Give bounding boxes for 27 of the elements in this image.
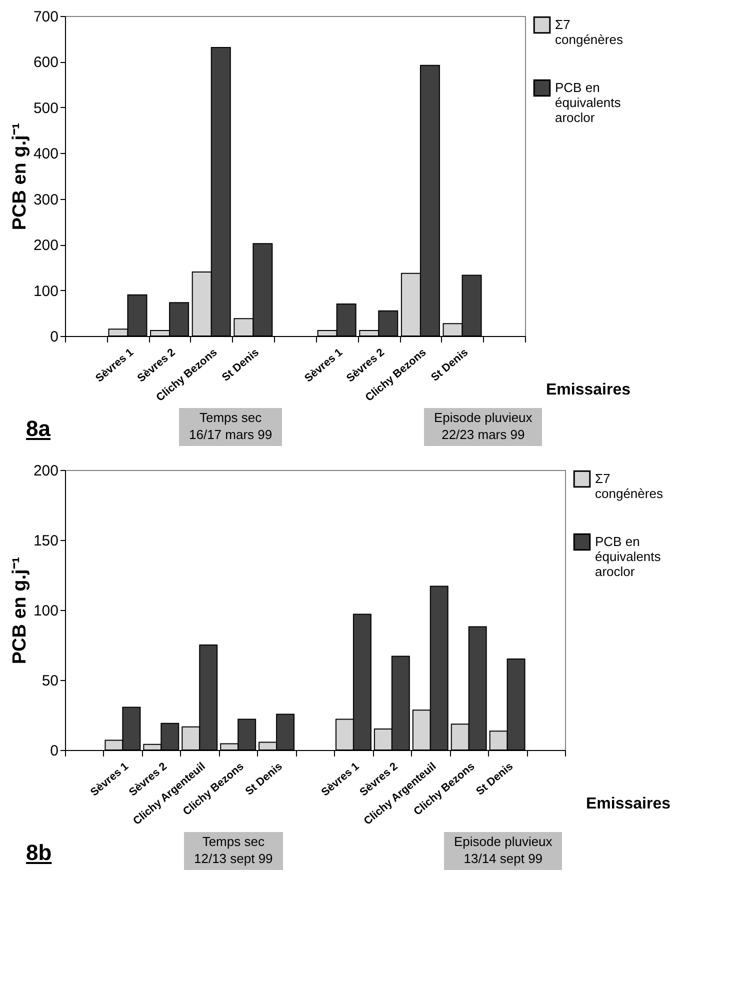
y-tick-label: 0 (50, 328, 58, 346)
x-axis-title: Emissaires (586, 796, 671, 812)
legend-label: PCB en équivalents aroclor (595, 534, 662, 579)
legend-label: PCB en équivalents aroclor (555, 80, 622, 125)
y-tick-label: 200 (33, 237, 58, 254)
y-tick-label: 400 (33, 146, 58, 163)
text: 8a (26, 416, 50, 442)
text: 8b (26, 840, 52, 866)
y-tick-label: 200 (33, 462, 58, 480)
text: Episode pluvieux 13/14 sept 99 (444, 832, 562, 870)
y-tick-label: 0 (50, 742, 58, 760)
y-tick-label: 50 (42, 672, 58, 690)
y-tick-label: 100 (33, 282, 58, 300)
y-tick-label: 150 (33, 532, 58, 550)
y-tick-label: 100 (33, 602, 58, 620)
y-axis-title: PCB en g.j⁻¹ (9, 556, 30, 664)
text: Episode pluvieux 22/23 mars 99 (424, 408, 542, 446)
legend-label: Σ7 congénères (595, 471, 664, 501)
text: Temps sec 16/17 mars 99 (179, 408, 282, 446)
y-tick-label: 700 (33, 8, 58, 26)
y-axis-title: PCB en g.j⁻¹ (9, 122, 30, 230)
x-axis-title: Emissaires (546, 382, 631, 398)
y-tick-label: 500 (33, 100, 58, 117)
y-tick-label: 600 (33, 54, 58, 72)
legend-label: Σ7 congénères (555, 17, 624, 47)
y-tick-label: 300 (33, 191, 58, 208)
text: Temps sec 12/13 sept 99 (184, 832, 283, 870)
